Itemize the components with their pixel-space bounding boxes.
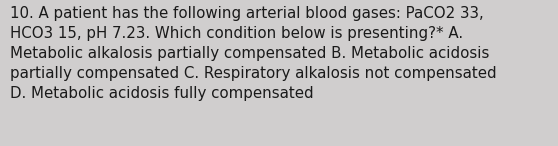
Text: 10. A patient has the following arterial blood gases: PaCO2 33,
HCO3 15, pH 7.23: 10. A patient has the following arterial… bbox=[10, 6, 497, 101]
